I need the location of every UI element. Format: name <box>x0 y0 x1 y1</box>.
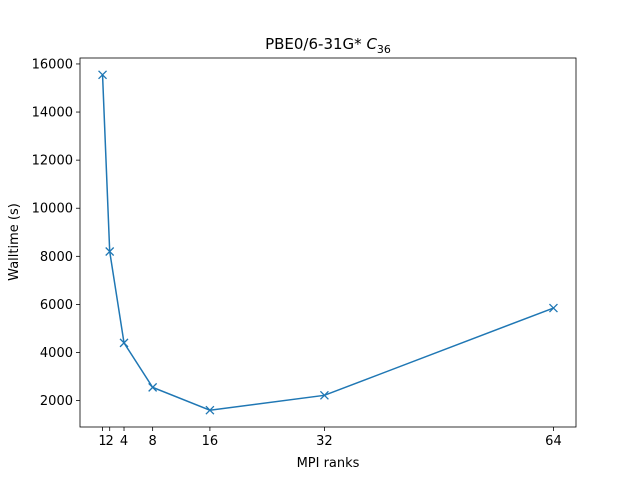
chart-title: PBE0/6-31G* C36 <box>265 35 391 56</box>
y-tick-label: 16000 <box>32 57 73 72</box>
marker <box>105 247 115 256</box>
x-tick-label: 16 <box>202 434 219 449</box>
y-tick-label: 6000 <box>40 298 73 313</box>
x-tick-label: 32 <box>316 434 333 449</box>
y-tick-label: 4000 <box>40 346 73 361</box>
marker <box>148 382 158 392</box>
x-tick-label: 2 <box>106 434 114 449</box>
title-symbol: C <box>366 35 377 53</box>
y-axis-label: Walltime (s) <box>7 203 22 281</box>
y-tick-label: 10000 <box>32 202 73 217</box>
y-tick-label: 12000 <box>32 154 73 169</box>
plot-frame <box>79 57 577 428</box>
x-tick-label: 4 <box>120 434 128 449</box>
x-axis-label: MPI ranks <box>297 456 360 471</box>
y-tick-label: 14000 <box>32 106 73 121</box>
x-tick-label: 64 <box>545 434 562 449</box>
x-tick-label: 1 <box>98 434 106 449</box>
y-tick-label: 8000 <box>40 250 73 265</box>
y-tick-label: 2000 <box>40 394 73 409</box>
x-tick-label: 8 <box>149 434 157 449</box>
marker <box>205 405 215 415</box>
title-text: PBE0/6-31G* <box>265 35 362 53</box>
marker <box>319 390 329 400</box>
marker <box>119 338 129 348</box>
marker <box>98 70 108 80</box>
marker <box>548 303 558 313</box>
title-subscript: 36 <box>377 43 391 56</box>
